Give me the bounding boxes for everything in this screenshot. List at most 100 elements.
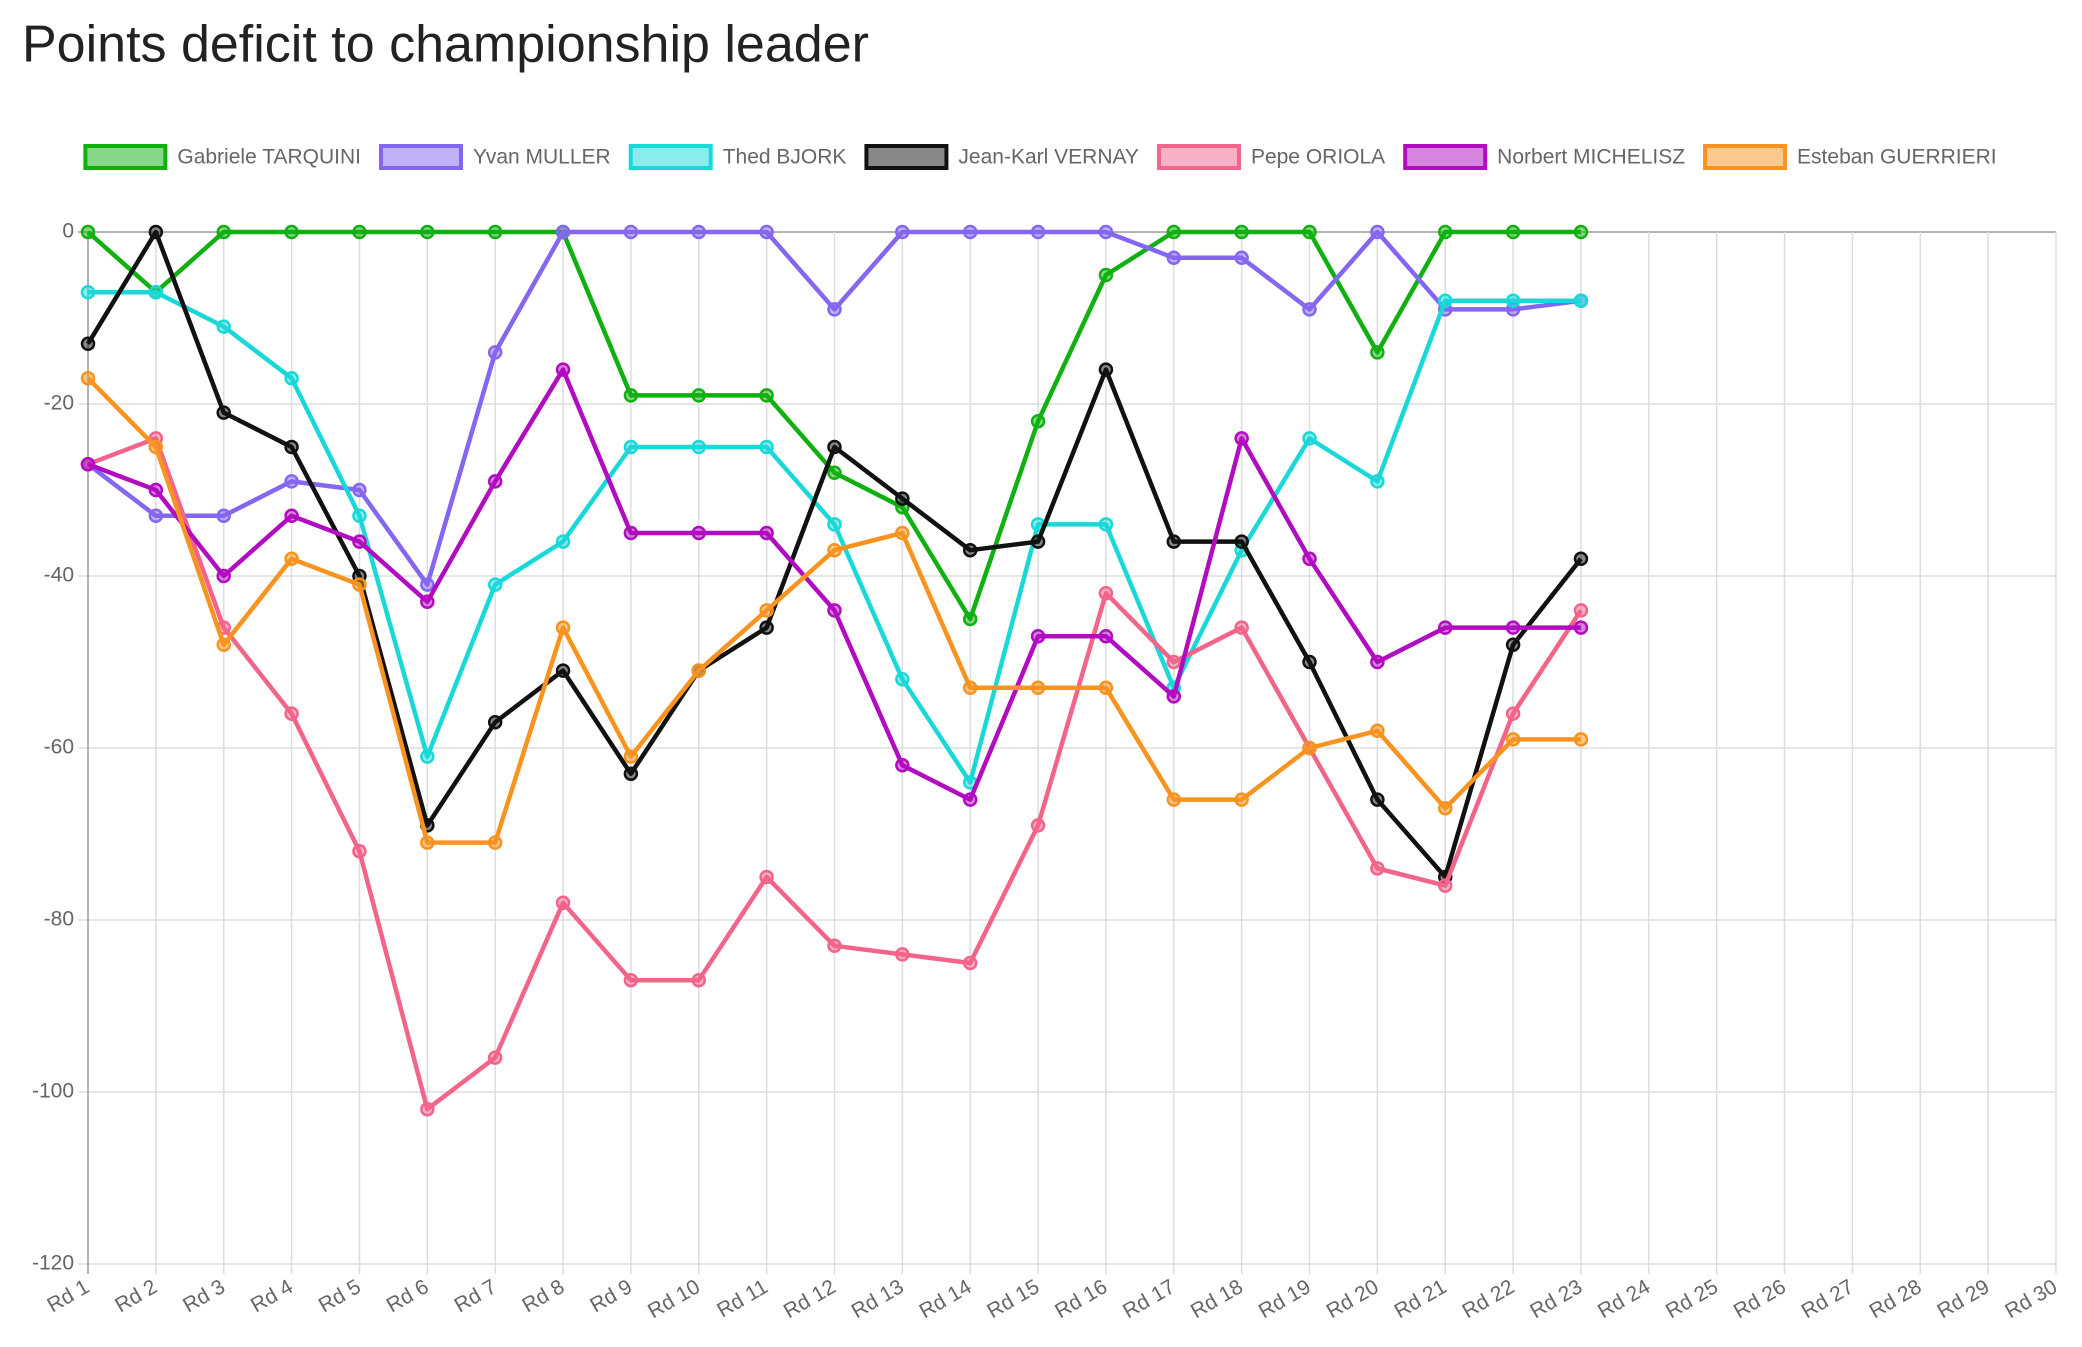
x-tick-label: Rd 28 (1866, 1275, 1926, 1323)
data-point (1166, 792, 1182, 807)
data-point (1437, 878, 1453, 893)
data-point (148, 508, 164, 524)
data-point (284, 370, 299, 386)
data-point (962, 611, 978, 627)
data-point (759, 439, 774, 455)
y-tick-label: -60 (44, 736, 74, 759)
data-point (1505, 620, 1521, 635)
data-point (1573, 620, 1589, 635)
data-point (623, 224, 639, 240)
data-point (759, 603, 774, 618)
chart-title: Points deficit to championship leader (22, 16, 869, 74)
data-point (1098, 585, 1114, 601)
data-point (827, 302, 842, 317)
x-tick-label: Rd 14 (915, 1275, 975, 1323)
data-point (1098, 362, 1114, 377)
data-point (895, 757, 910, 773)
data-point (1573, 732, 1589, 747)
legend-swatch (628, 144, 713, 170)
data-point (962, 680, 978, 696)
legend-item: Norbert MICHELISZ (1403, 144, 1685, 170)
data-point (1437, 224, 1453, 240)
legend-swatch (1403, 144, 1488, 170)
data-point (148, 482, 164, 498)
data-point (1098, 517, 1114, 532)
data-point (1302, 224, 1317, 240)
x-tick-label: Rd 26 (1730, 1275, 1790, 1323)
data-point (420, 835, 435, 850)
x-tick-label: Rd 3 (179, 1275, 229, 1317)
data-point (487, 224, 503, 240)
data-point (691, 663, 707, 678)
legend-item: Pepe ORIOLA (1156, 144, 1385, 170)
data-point (284, 508, 299, 524)
data-point (216, 405, 231, 420)
y-tick-label: -80 (44, 908, 74, 931)
data-point (1370, 723, 1385, 739)
data-point (1030, 628, 1046, 644)
x-tick-label: Rd 20 (1323, 1275, 1383, 1323)
legend-label: Pepe ORIOLA (1251, 146, 1385, 169)
data-point (1437, 620, 1453, 635)
data-point (1166, 654, 1182, 670)
data-point (1370, 345, 1385, 360)
data-point (623, 972, 639, 988)
data-point (216, 508, 231, 524)
x-tick-label: Rd 6 (383, 1275, 433, 1317)
data-point (1302, 740, 1317, 756)
legend-swatch (864, 144, 949, 170)
data-point (895, 491, 910, 506)
data-point (827, 517, 842, 532)
y-tick-label: -40 (44, 564, 74, 587)
x-tick-label: Rd 22 (1458, 1275, 1518, 1323)
data-point (555, 663, 571, 678)
data-point (284, 551, 299, 567)
data-point (623, 388, 639, 403)
x-tick-label: Rd 17 (1119, 1275, 1179, 1323)
data-point (1573, 293, 1589, 309)
x-tick-label: Rd 4 (247, 1275, 297, 1317)
data-point (827, 938, 842, 954)
data-point (895, 224, 910, 240)
x-tick-label: Rd 27 (1798, 1275, 1858, 1323)
legend-item: Thed BJORK (628, 144, 847, 170)
data-point (80, 284, 96, 300)
data-point (1437, 800, 1453, 816)
data-point (148, 224, 164, 240)
legend-item: Yvan MULLER (378, 144, 611, 170)
x-tick-label: Rd 21 (1390, 1275, 1450, 1323)
data-point (1505, 637, 1521, 653)
x-tick-label: Rd 23 (1526, 1275, 1586, 1323)
data-point (623, 525, 639, 541)
data-point (759, 620, 774, 635)
legend-label: Thed BJORK (723, 146, 847, 169)
x-tick-label: Rd 8 (518, 1275, 568, 1317)
data-point (962, 792, 978, 807)
data-point (962, 955, 978, 971)
legend-swatch (1703, 144, 1788, 170)
data-point (827, 603, 842, 618)
data-point (420, 749, 435, 764)
data-point (1505, 732, 1521, 747)
data-point (555, 895, 571, 911)
data-point (1098, 267, 1114, 283)
data-point (1573, 224, 1589, 240)
data-point (1166, 250, 1182, 266)
x-tick-label: Rd 16 (1051, 1275, 1111, 1323)
data-point (1030, 818, 1046, 833)
data-point (1166, 224, 1182, 240)
data-point (1098, 224, 1114, 240)
data-point (759, 224, 774, 240)
legend-swatch (378, 144, 463, 170)
y-tick-label: -120 (32, 1252, 74, 1275)
y-tick-label: -20 (44, 392, 74, 415)
x-tick-label: Rd 9 (586, 1275, 636, 1317)
data-point (487, 474, 503, 489)
data-point (216, 319, 231, 334)
data-point (1302, 654, 1317, 670)
y-tick-label: -100 (32, 1080, 74, 1103)
data-point (1573, 551, 1589, 567)
legend-label: Yvan MULLER (473, 146, 611, 169)
data-point (216, 568, 231, 584)
